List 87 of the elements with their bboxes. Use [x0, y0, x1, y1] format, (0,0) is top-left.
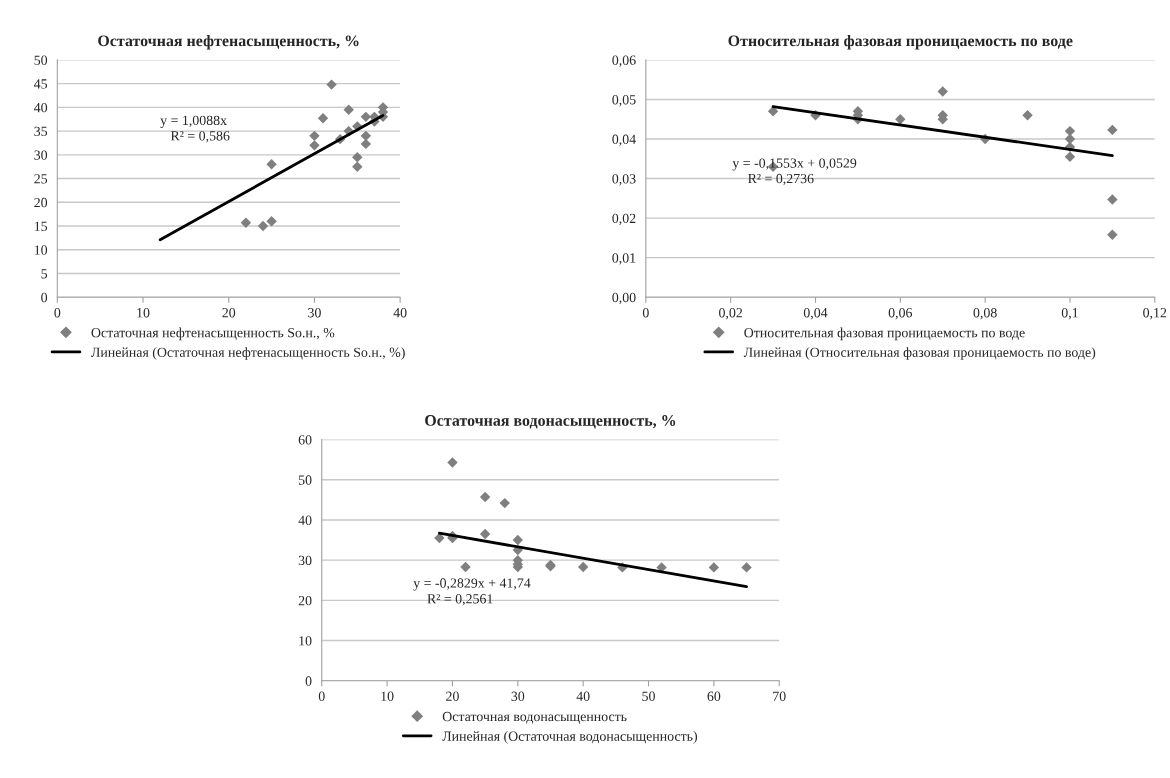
- annotation: R² = 0,2561: [427, 594, 493, 606]
- legend-label: Линейная (Остаточная водонасыщенность): [442, 731, 698, 744]
- x-tick-label: 30: [511, 691, 525, 701]
- point: [479, 491, 491, 503]
- y-tick-label: 0,03: [612, 174, 636, 186]
- x-tick-label: 0,1: [1061, 308, 1078, 320]
- annotation: y = -0,1553x + 0,0529: [732, 158, 857, 171]
- y-tick-label: 20: [34, 197, 48, 208]
- point: [937, 86, 948, 97]
- x-tick-label: 0,08: [973, 308, 997, 320]
- x-tick-label: 0: [642, 308, 649, 318]
- x-tick-label: 0,02: [719, 308, 743, 320]
- x-tick-label: 10: [137, 308, 150, 318]
- annotation: y = -0,2829x + 41,74: [413, 578, 531, 591]
- x-tick-label: 0,12: [1143, 308, 1167, 320]
- y-tick-label: 50: [298, 475, 312, 485]
- annotation: R² = 0,2736: [748, 173, 814, 186]
- point: [460, 561, 471, 573]
- y-tick-label: 0: [41, 292, 48, 303]
- x-tick-label: 30: [308, 308, 321, 318]
- legend-label: Линейная (Относительная фазовая проницаемость по воде): [743, 347, 1096, 360]
- x-tick-label: 0,06: [888, 308, 913, 320]
- point: [309, 130, 320, 142]
- y-tick-label: 30: [298, 555, 312, 566]
- x-tick-label: 10: [381, 691, 394, 701]
- point: [326, 79, 337, 90]
- y-tick-label: 0,02: [612, 213, 636, 226]
- point: [1022, 110, 1033, 121]
- x-tick-label: 60: [707, 691, 721, 701]
- x-tick-label: 0: [54, 308, 61, 318]
- y-tick-label: 50: [34, 55, 48, 65]
- x-tick-label: 20: [222, 308, 236, 318]
- y-tick-label: 25: [34, 174, 48, 184]
- point: [577, 561, 589, 573]
- legend-label: Остаточная нефтенасыщенность So.н., %: [91, 327, 335, 341]
- point: [741, 562, 752, 573]
- y-tick-label: 10: [34, 245, 48, 255]
- chart-title: Остаточная нефтенасыщенность, %: [98, 34, 359, 50]
- x-tick-label: 0,04: [803, 308, 828, 320]
- point: [317, 113, 329, 124]
- y-tick-label: 45: [33, 79, 48, 89]
- point: [499, 497, 510, 509]
- point: [352, 152, 363, 163]
- y-tick-label: 20: [298, 595, 312, 606]
- y-tick-label: 0,04: [612, 134, 636, 146]
- y-tick-label: 15: [34, 221, 48, 231]
- point: [447, 457, 458, 468]
- point: [240, 217, 252, 228]
- y-tick-label: 0,00: [612, 292, 636, 305]
- legend-label: Остаточная водонасыщенность: [442, 711, 627, 724]
- chart-title: Относительная фазовая проницаемость по воде: [728, 34, 1073, 50]
- point: [1107, 194, 1118, 205]
- point: [895, 114, 906, 125]
- point: [343, 104, 354, 115]
- point: [266, 216, 277, 227]
- point: [1107, 124, 1118, 136]
- x-tick-label: 50: [642, 691, 655, 701]
- annotation: R² = 0,586: [170, 131, 230, 143]
- point: [1107, 229, 1118, 240]
- x-tick-label: 0: [318, 691, 325, 701]
- point: [266, 159, 277, 170]
- legend-label: Линейная (Остаточная нефтенасыщенность So.н., %): [91, 347, 405, 360]
- y-tick-label: 35: [34, 126, 48, 137]
- x-tick-label: 40: [576, 691, 590, 701]
- y-tick-label: 30: [34, 150, 48, 160]
- annotation: y = 1,0088x: [160, 115, 227, 128]
- y-tick-label: 0,05: [612, 95, 636, 107]
- legend-label: Относительная фазовая проницаемость по воде: [744, 327, 1025, 341]
- x-tick-label: 70: [773, 691, 786, 701]
- point: [1064, 151, 1076, 162]
- y-tick-label: 10: [299, 636, 312, 646]
- point: [352, 161, 363, 172]
- y-tick-label: 40: [298, 515, 312, 525]
- point: [512, 534, 524, 546]
- chart-title: Остаточная водонасыщенность, %: [425, 415, 676, 429]
- point: [708, 562, 720, 573]
- point: [309, 140, 320, 151]
- y-tick-label: 5: [41, 269, 48, 279]
- point: [479, 528, 491, 540]
- y-tick-label: 0: [305, 676, 312, 686]
- x-tick-label: 20: [446, 691, 459, 701]
- x-tick-label: 40: [393, 308, 407, 318]
- y-tick-label: 0,06: [612, 55, 636, 67]
- point: [257, 220, 269, 232]
- y-tick-label: 40: [33, 102, 48, 113]
- y-tick-label: 60: [298, 435, 312, 445]
- y-tick-label: 0,01: [612, 253, 636, 265]
